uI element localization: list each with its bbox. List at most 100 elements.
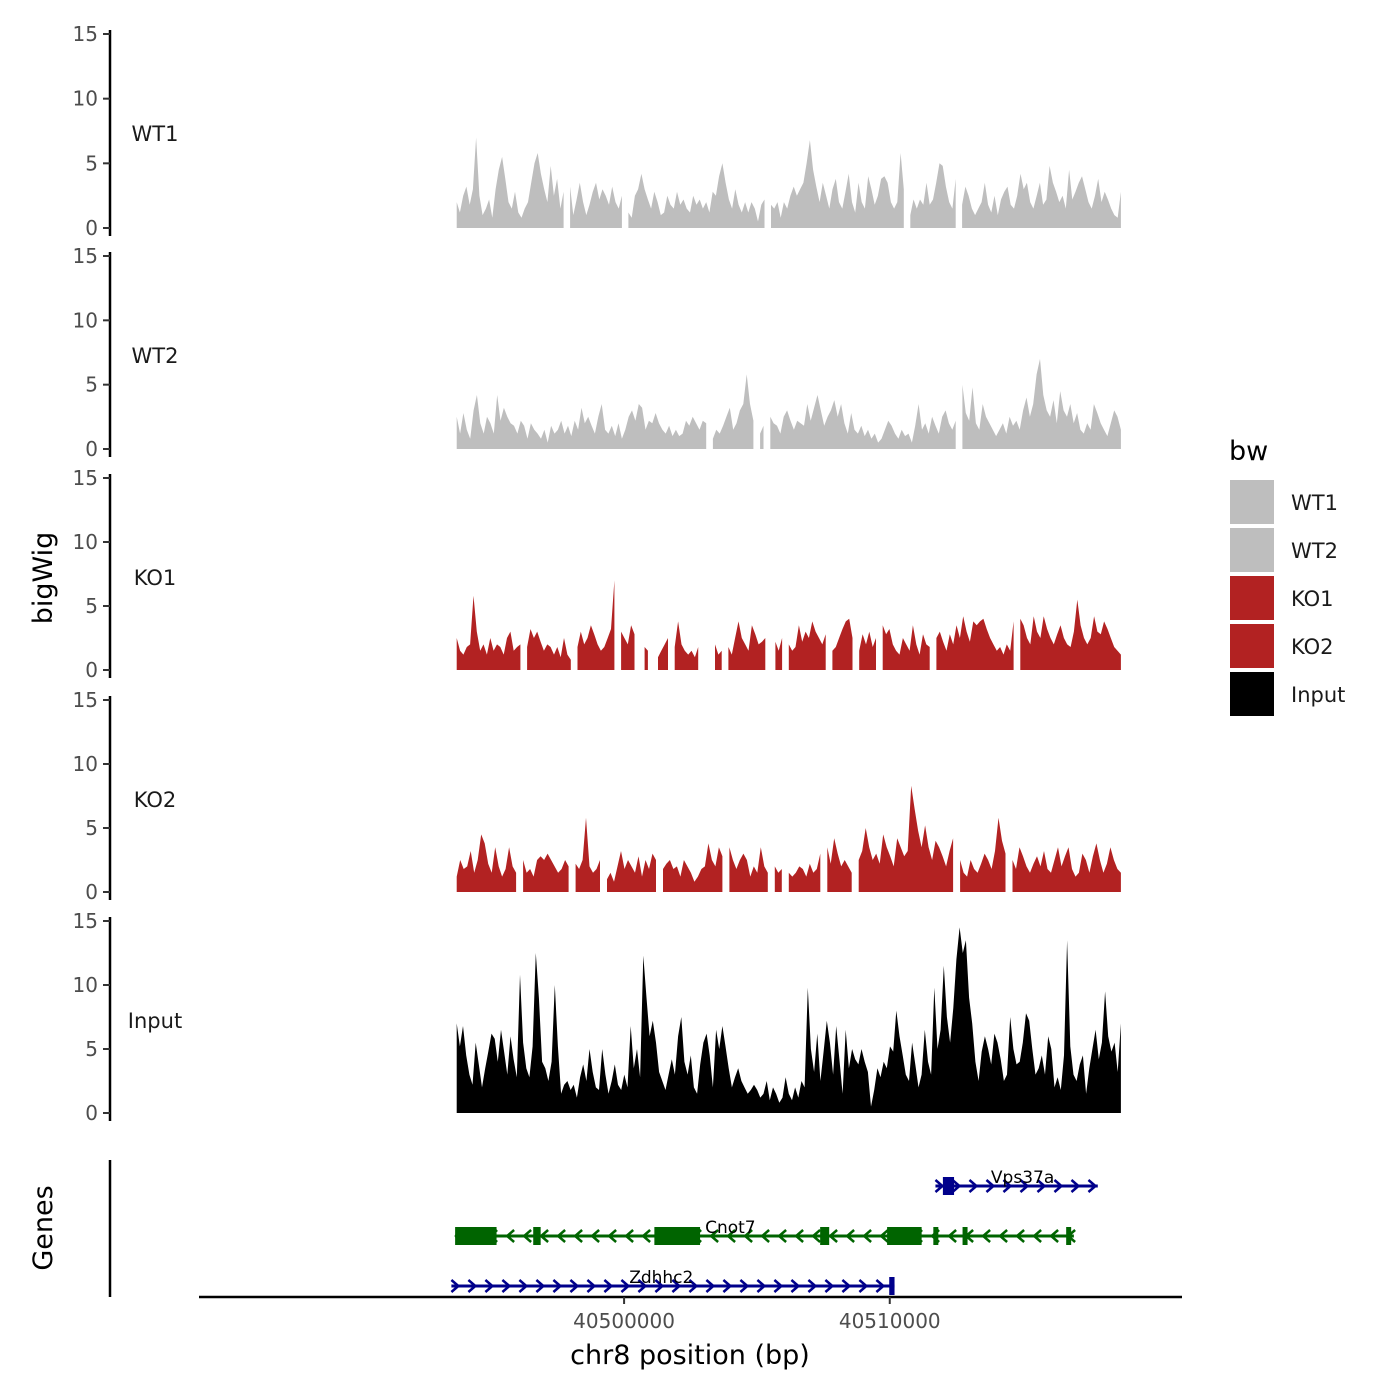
strand-arrow — [539, 1229, 549, 1243]
y-tick-label: 10 — [73, 308, 98, 332]
exon — [942, 1177, 955, 1195]
strand-arrow — [484, 1279, 495, 1293]
strand-arrow — [879, 1229, 889, 1243]
strand-arrow — [794, 1229, 804, 1243]
track-wt1: 0 5 10 15 WT1 — [73, 22, 1121, 240]
exon — [933, 1227, 939, 1245]
strand-arrow — [968, 1179, 979, 1193]
x-axis-title: chr8 position (bp) — [570, 1340, 810, 1371]
legend-item-ko1: KO1 — [1230, 576, 1334, 620]
strand-arrow — [934, 1179, 945, 1193]
gene-label: Vps37a — [991, 1168, 1054, 1188]
gene-annotation-track: Vps37a Cnot7 Zdhhc2 — [108, 1160, 1098, 1297]
strand-arrow — [709, 1229, 719, 1243]
strand-arrow — [726, 1229, 736, 1243]
strand-arrow — [743, 1229, 753, 1243]
y-tick-label: 5 — [85, 373, 98, 397]
y-tick-label: 5 — [85, 594, 98, 618]
strand-arrow — [1015, 1229, 1025, 1243]
legend-item-input: Input — [1230, 672, 1345, 716]
y-tick-label: 15 — [73, 22, 98, 46]
legend-item-wt2: WT2 — [1230, 528, 1338, 572]
gene-label: Zdhhc2 — [629, 1268, 693, 1288]
y-tick-label: 15 — [73, 688, 98, 712]
strand-arrow — [620, 1279, 631, 1293]
y-axis-title: bigWig — [28, 532, 59, 625]
strand-arrow — [722, 1279, 733, 1293]
y-tick-label: 10 — [73, 530, 98, 554]
legend-label: KO2 — [1291, 635, 1334, 659]
exon — [1066, 1227, 1072, 1245]
track-label: KO2 — [134, 788, 177, 812]
coverage-area-ko2 — [456, 785, 1121, 892]
strand-arrow — [1087, 1179, 1098, 1193]
strand-arrow — [998, 1229, 1008, 1243]
exon — [533, 1227, 541, 1245]
y-tick-label: 5 — [85, 151, 98, 175]
exon — [887, 1227, 922, 1245]
y-tick-label: 10 — [73, 752, 98, 776]
y-tick-label: 10 — [73, 87, 98, 111]
x-tick-label: 40510000 — [839, 1309, 941, 1333]
legend-label: KO1 — [1291, 587, 1334, 611]
track-label: WT2 — [132, 344, 179, 368]
y-tick-label: 5 — [85, 816, 98, 840]
gene-zdhhc2: Zdhhc2 — [450, 1268, 895, 1295]
strand-arrow — [811, 1229, 821, 1243]
y-tick-label: 0 — [85, 437, 98, 461]
legend-swatch — [1230, 624, 1274, 668]
gene-label: Cnot7 — [705, 1218, 756, 1238]
strand-arrow — [705, 1279, 716, 1293]
strand-arrow — [603, 1279, 614, 1293]
coverage-area-ko1 — [456, 580, 1121, 670]
strand-arrow — [777, 1229, 787, 1243]
strand-arrow — [760, 1229, 770, 1243]
track-input: 0 5 10 15 Input — [73, 909, 1121, 1125]
legend-swatch — [1230, 672, 1274, 716]
legend-swatch — [1230, 576, 1274, 620]
strand-arrow — [1019, 1179, 1030, 1193]
exon — [962, 1227, 968, 1245]
exon — [820, 1227, 830, 1245]
strand-arrow — [841, 1279, 852, 1293]
strand-arrow — [522, 1229, 532, 1243]
x-tick-label: 40500000 — [573, 1309, 675, 1333]
strand-arrow — [450, 1279, 461, 1293]
bigwig-tracks: 0 5 10 15 WT1 0 5 10 15 WT2 0 5 10 15 KO1 0 5 10 15 KO2 0 5 10… — [73, 22, 1121, 1125]
legend-swatch — [1230, 528, 1274, 572]
coverage-area-wt1 — [456, 137, 1121, 228]
track-label: Input — [128, 1009, 182, 1033]
strand-arrow — [641, 1229, 651, 1243]
strand-arrow — [1049, 1229, 1059, 1243]
legend-label: Input — [1291, 683, 1345, 707]
strand-arrow — [858, 1279, 869, 1293]
strand-arrow — [688, 1279, 699, 1293]
y-tick-label: 5 — [85, 1037, 98, 1061]
legend-label: WT2 — [1291, 539, 1338, 563]
strand-arrow — [981, 1229, 991, 1243]
coverage-area-input — [456, 927, 1121, 1113]
legend-item-wt1: WT1 — [1230, 480, 1338, 524]
legend-title: bw — [1229, 436, 1268, 467]
strand-arrow — [790, 1279, 801, 1293]
coverage-area-wt2 — [456, 358, 1121, 449]
strand-arrow — [607, 1229, 617, 1243]
track-ko1: 0 5 10 15 KO1 — [73, 466, 1121, 682]
strand-arrow — [951, 1179, 962, 1193]
strand-arrow — [875, 1279, 886, 1293]
strand-arrow — [552, 1279, 563, 1293]
strand-arrow — [1032, 1229, 1042, 1243]
strand-arrow — [586, 1279, 597, 1293]
strand-arrow — [1053, 1179, 1064, 1193]
strand-arrow — [1036, 1179, 1047, 1193]
y-tick-label: 0 — [85, 880, 98, 904]
strand-arrow — [807, 1279, 818, 1293]
gene-cnot7: Cnot7 — [454, 1218, 1076, 1245]
strand-arrow — [467, 1279, 478, 1293]
y-tick-label: 0 — [85, 658, 98, 682]
strand-arrow — [828, 1229, 838, 1243]
legend-swatch — [1230, 480, 1274, 524]
legend: bw WT1 WT2 KO1 KO2 Input — [1229, 436, 1345, 716]
strand-arrow — [824, 1279, 835, 1293]
strand-arrow — [862, 1229, 872, 1243]
